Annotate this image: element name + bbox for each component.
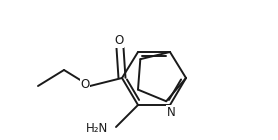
Text: O: O xyxy=(80,79,90,92)
Text: O: O xyxy=(114,34,124,47)
Text: H₂N: H₂N xyxy=(86,122,108,135)
Text: N: N xyxy=(167,106,175,118)
